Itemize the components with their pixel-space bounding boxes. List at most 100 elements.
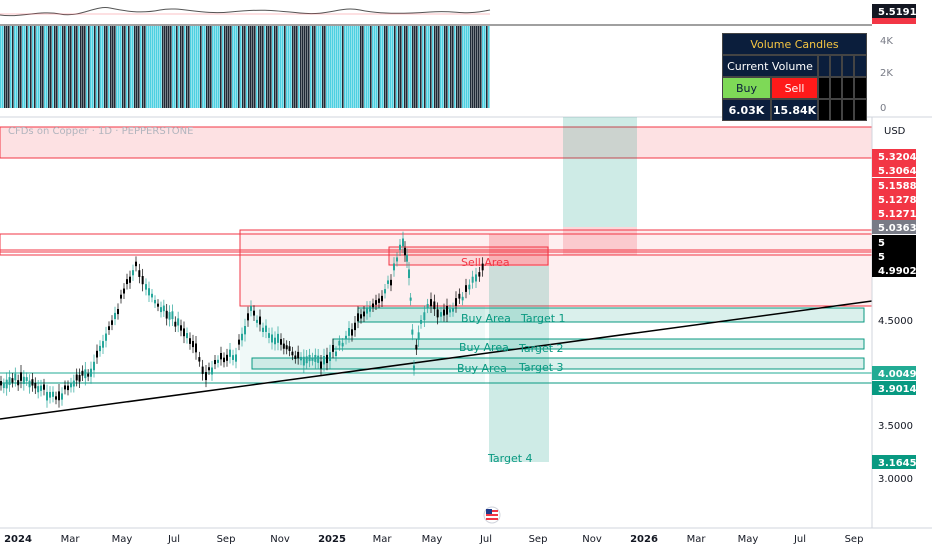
candle-body <box>208 367 210 371</box>
candle-body <box>120 294 122 299</box>
price-label-bg <box>872 178 916 192</box>
candle-body <box>436 309 439 318</box>
volume-bar <box>362 26 364 108</box>
volume-bar <box>290 26 292 108</box>
candle-body <box>87 373 90 377</box>
price-label: 5.1278 <box>878 195 917 206</box>
price-label: 5.3064 <box>878 166 917 177</box>
candle-body <box>363 311 365 317</box>
volume-bar <box>394 26 396 108</box>
candle-body <box>177 318 180 326</box>
volume-bar <box>248 26 250 108</box>
volume-bar <box>476 26 478 108</box>
candle-body <box>360 314 362 319</box>
volume-bar <box>318 26 320 108</box>
volume-bar <box>242 26 244 108</box>
volume-bar <box>346 26 348 108</box>
volume-bar <box>82 26 84 108</box>
volume-bar <box>152 26 154 108</box>
candle-body <box>160 307 162 313</box>
x-axis[interactable]: 2024 Mar May Jul Sep Nov 2025 Mar May Jul Sep Nov 20… <box>4 534 863 545</box>
candle-body <box>43 384 45 390</box>
candle-body <box>433 301 436 310</box>
candle-body <box>157 303 159 307</box>
volume-bar <box>446 26 448 108</box>
candle-body <box>426 303 429 309</box>
volume-bar <box>350 26 352 108</box>
candle-body <box>396 257 398 262</box>
volume-bar <box>276 26 278 108</box>
volume-bar <box>154 26 156 108</box>
volume-bar <box>430 26 432 108</box>
candle-body <box>335 351 337 357</box>
candle-body <box>192 340 194 348</box>
candle-body <box>369 306 371 312</box>
volume-bar <box>8 26 10 108</box>
volume-bar <box>310 26 312 108</box>
volume-bar <box>114 26 116 108</box>
volume-bar <box>230 26 232 108</box>
currency-label[interactable]: USD <box>884 126 906 137</box>
volume-bar <box>144 26 146 108</box>
price-label-bg <box>872 235 916 249</box>
volume-bar <box>234 26 236 108</box>
candle-body <box>404 247 406 256</box>
volume-bar <box>50 26 52 108</box>
candle-body <box>285 345 288 350</box>
candle-body <box>259 316 261 325</box>
price-label: 3.1645 <box>878 458 917 469</box>
x-tick-label: Mar <box>687 534 707 545</box>
volume-bar <box>126 26 128 108</box>
candle-body <box>22 376 25 385</box>
candle-body <box>229 349 231 357</box>
candle-body <box>84 369 87 379</box>
candle-body <box>96 350 98 358</box>
candle-body <box>393 263 395 271</box>
volume-bar <box>158 26 160 108</box>
volume-bar <box>218 26 220 108</box>
candle-body <box>34 383 37 389</box>
volume-bar <box>354 26 356 108</box>
candle-body <box>288 346 291 351</box>
x-tick-label: Jul <box>167 534 180 545</box>
volume-bar <box>448 26 450 108</box>
volume-bar <box>66 26 68 108</box>
indicator-pane <box>0 7 872 108</box>
price-label-bg <box>872 263 916 277</box>
candle-body <box>151 293 153 298</box>
candle-body <box>329 352 331 362</box>
price-label-bg <box>872 206 916 220</box>
volume-bar <box>134 26 136 108</box>
symbol-title: CFDs on Copper · 1D · PEPPERSTONE <box>8 126 193 137</box>
volume-bar <box>454 26 456 108</box>
volume-bar <box>216 26 218 108</box>
candle-body <box>372 303 374 308</box>
price-label: 4.0049 <box>878 369 917 380</box>
volume-bar <box>190 26 192 108</box>
price-label: 5 <box>878 238 885 249</box>
trendline[interactable] <box>0 300 873 420</box>
candle-body <box>348 328 350 336</box>
volume-bar <box>336 26 338 108</box>
candle-body <box>220 352 222 360</box>
volume-bar <box>412 26 414 108</box>
volume-bar <box>194 26 196 108</box>
volume-bar <box>342 26 344 108</box>
volume-bar <box>438 26 440 108</box>
x-tick-label: Jul <box>793 534 806 545</box>
candle-body <box>17 380 20 386</box>
volume-bar <box>464 26 466 108</box>
candle-body <box>271 334 273 343</box>
us-flag-icon[interactable] <box>483 506 501 524</box>
volume-bar <box>44 26 46 108</box>
volume-bar <box>288 26 290 108</box>
volume-bar <box>428 26 430 108</box>
price-label: 3.9014 <box>878 384 917 395</box>
sell-volume-value: 15.84K <box>771 99 818 121</box>
candle-body <box>341 342 344 347</box>
sell-area-label: Sell Area <box>461 256 510 269</box>
candle-body <box>332 345 334 352</box>
volume-bar <box>48 26 50 108</box>
x-tick-label: Mar <box>61 534 81 545</box>
